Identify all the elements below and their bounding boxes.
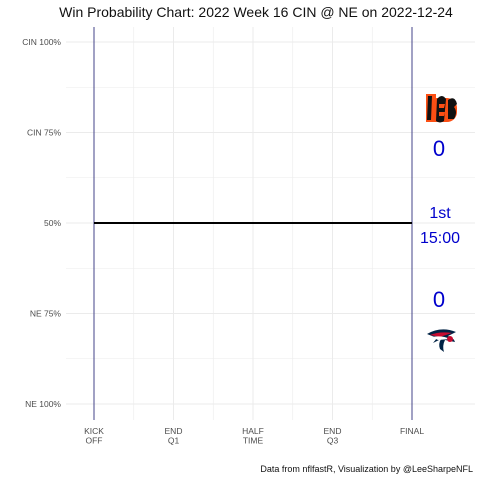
y-tick-label: NE 100% (25, 399, 61, 409)
y-axis-ticks: NE 100% NE 75% 50% CIN 75% CIN 100% (22, 37, 61, 409)
x-axis-ticks: KICK OFF END Q1 HALF TIME END Q3 FINAL (84, 426, 424, 446)
y-tick-label: CIN 100% (22, 37, 61, 47)
patriots-logo (427, 329, 456, 352)
game-clock: 15:00 (420, 230, 460, 247)
home-score: 0 (433, 287, 445, 312)
chart-title: Win Probability Chart: 2022 Week 16 CIN … (59, 4, 453, 20)
chart-caption: Data from nflfastR, Visualization by @Le… (260, 464, 473, 474)
bengals-logo (426, 94, 457, 123)
x-tick-label: FINAL (400, 426, 424, 436)
away-score: 0 (433, 136, 445, 161)
x-tick-label: END Q3 (324, 426, 342, 446)
y-tick-label: CIN 75% (27, 128, 61, 138)
x-tick-label: KICK OFF (84, 426, 104, 446)
x-tick-label: HALF TIME (242, 426, 264, 446)
quarter-label: 1st (429, 205, 451, 222)
y-tick-label: NE 75% (30, 309, 62, 319)
y-tick-label: 50% (44, 218, 61, 228)
x-tick-label: END Q1 (165, 426, 183, 446)
